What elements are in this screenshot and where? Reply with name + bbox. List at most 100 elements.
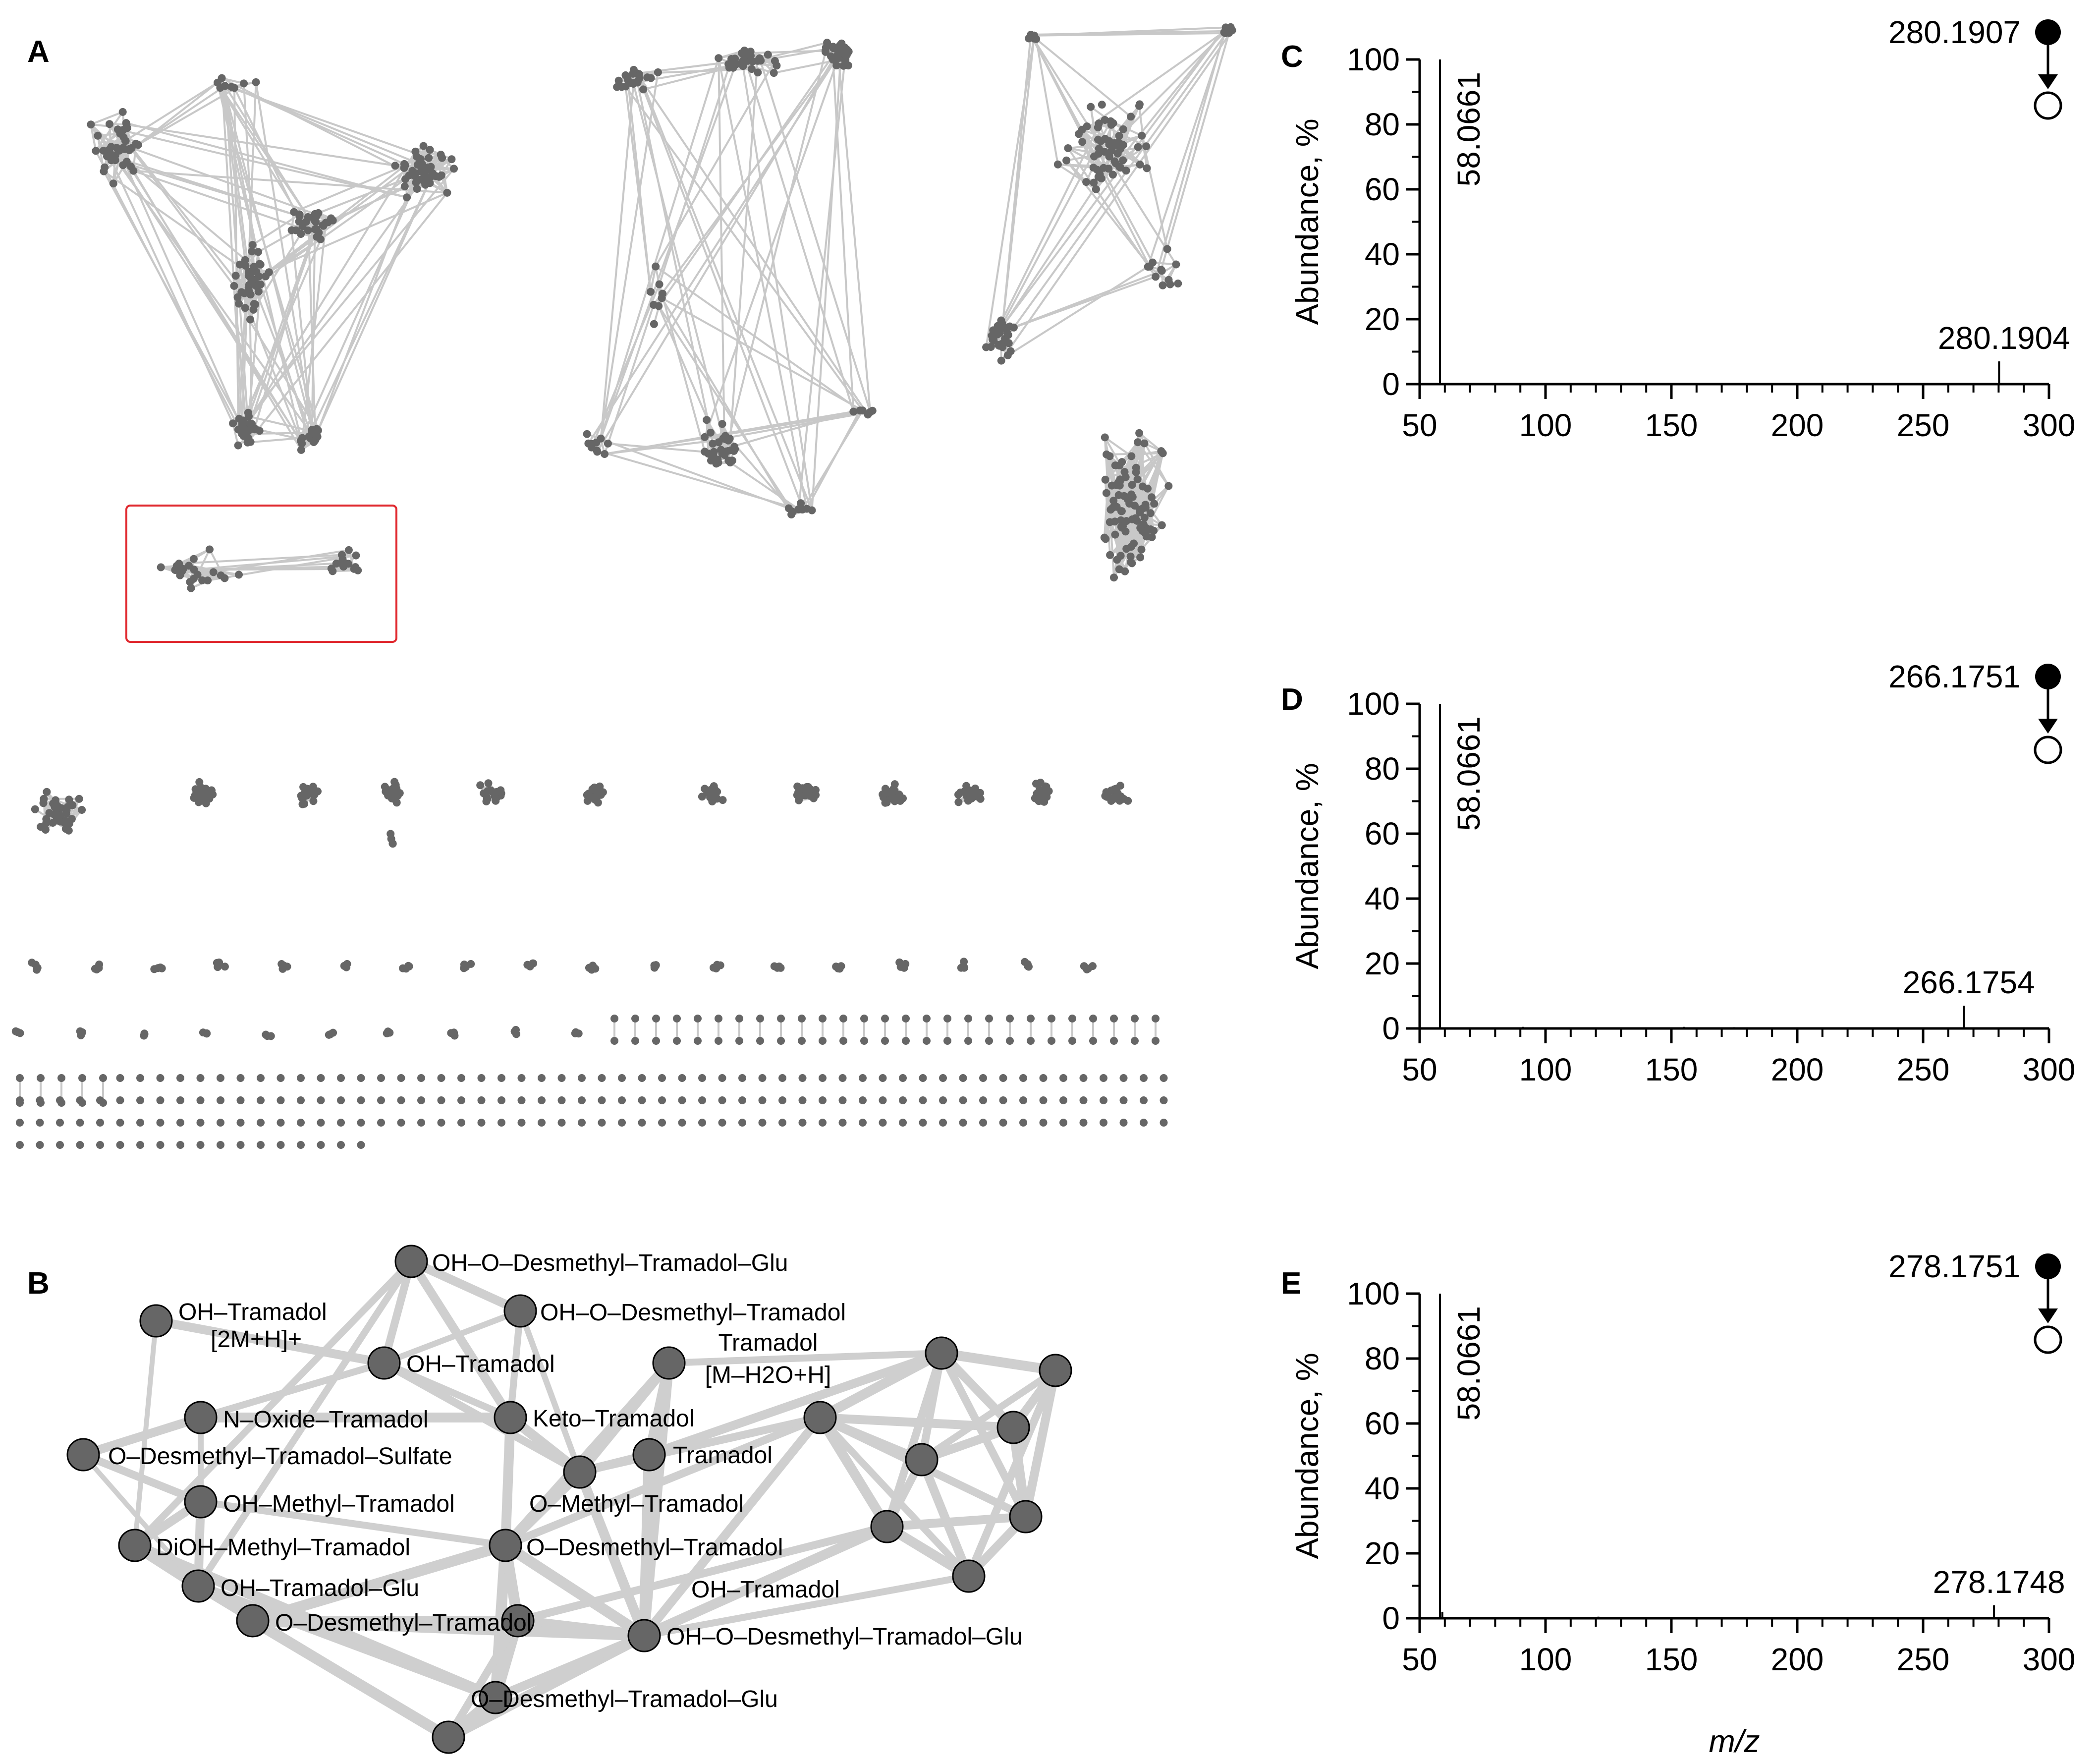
network-node xyxy=(187,584,195,592)
network-edge xyxy=(300,171,422,442)
network-node xyxy=(16,1141,24,1149)
network-node xyxy=(311,225,319,233)
network-edge xyxy=(604,304,655,455)
network-node xyxy=(1115,461,1124,469)
network-edge xyxy=(816,1413,1018,1432)
network-node xyxy=(919,1119,927,1127)
y-tick-label: 0 xyxy=(1382,1600,1400,1636)
network-node xyxy=(450,1031,459,1040)
network-node xyxy=(902,1037,910,1045)
network-node xyxy=(247,280,256,288)
network-node xyxy=(803,1401,837,1434)
network-node xyxy=(305,432,313,441)
node-label: OH–Tramadol xyxy=(691,1577,840,1603)
network-node xyxy=(778,1074,786,1082)
network-node xyxy=(16,1096,24,1104)
network-node xyxy=(367,1346,401,1380)
network-node xyxy=(31,805,39,813)
network-node xyxy=(1135,429,1144,437)
network-node xyxy=(795,796,803,804)
network-node xyxy=(1132,463,1140,472)
network-node xyxy=(819,1096,827,1104)
network-node xyxy=(1106,506,1115,514)
network-node xyxy=(1032,780,1040,788)
network-edge xyxy=(604,409,860,455)
network-node xyxy=(489,1529,522,1562)
network-node xyxy=(116,1119,124,1127)
network-edge xyxy=(661,297,863,412)
y-tick-label: 100 xyxy=(1347,686,1400,722)
network-node xyxy=(999,1074,1007,1082)
network-node xyxy=(879,1096,887,1104)
network-node xyxy=(1039,1354,1072,1387)
network-node xyxy=(1136,161,1144,169)
network-node xyxy=(206,545,214,554)
network-node xyxy=(721,435,730,444)
network-node xyxy=(832,61,841,69)
network-node xyxy=(129,167,138,175)
network-node xyxy=(738,1074,746,1082)
network-node xyxy=(397,1096,405,1104)
network-node xyxy=(1160,1074,1168,1082)
network-node xyxy=(257,1096,265,1104)
network-node xyxy=(209,568,218,576)
network-edge xyxy=(243,83,255,267)
network-node xyxy=(1048,1015,1055,1023)
network-node xyxy=(391,781,400,789)
network-node xyxy=(610,1015,618,1023)
network-node xyxy=(1125,500,1134,508)
network-node xyxy=(233,293,242,301)
network-node xyxy=(747,65,756,73)
network-node xyxy=(122,119,130,127)
fragment-peak-label: 58.0661 xyxy=(1451,716,1487,831)
network-node xyxy=(244,434,252,442)
network-node xyxy=(236,1096,245,1104)
network-node xyxy=(1027,1037,1035,1045)
network-node xyxy=(462,963,470,971)
network-node xyxy=(729,63,737,72)
network-edge xyxy=(380,1257,415,1367)
precursor-mz-label: 266.1751 xyxy=(1888,659,2021,694)
network-edge xyxy=(1067,147,1157,278)
network-node xyxy=(801,791,809,799)
network-node xyxy=(235,570,243,579)
network-node xyxy=(1101,475,1109,484)
network-node xyxy=(632,1438,666,1472)
network-edge xyxy=(293,164,406,213)
network-node xyxy=(758,1096,767,1104)
network-node xyxy=(715,1015,722,1023)
network-edge xyxy=(1147,31,1227,267)
network-node xyxy=(56,1096,64,1104)
network-node xyxy=(1115,132,1123,140)
network-edge xyxy=(1030,34,1154,263)
network-node xyxy=(798,1096,807,1104)
network-node xyxy=(1160,1119,1168,1127)
precursor-peak-label: 278.1748 xyxy=(1933,1564,2065,1600)
network-node xyxy=(297,1141,305,1149)
x-tick-label: 100 xyxy=(1519,1642,1572,1677)
network-edge xyxy=(90,124,97,151)
network-edge xyxy=(244,151,417,427)
network-edge xyxy=(638,73,813,511)
network-node xyxy=(601,450,609,458)
network-edge xyxy=(658,44,842,307)
network-edge xyxy=(308,175,433,437)
network-edge xyxy=(1155,263,1177,278)
network-node xyxy=(1092,185,1100,193)
network-node xyxy=(598,1074,606,1082)
network-node xyxy=(1079,1119,1088,1127)
network-node xyxy=(479,1681,512,1714)
network-node xyxy=(777,1015,785,1023)
network-node xyxy=(250,300,258,308)
arrow-head-icon xyxy=(2038,1308,2058,1323)
network-node xyxy=(447,155,456,164)
node-label: N–Oxide–Tramadol xyxy=(223,1407,428,1433)
product-open-circle-icon xyxy=(2034,1325,2062,1354)
network-node xyxy=(925,1336,958,1370)
network-node xyxy=(839,1037,847,1045)
network-edge xyxy=(1013,26,1232,328)
network-node xyxy=(196,1096,205,1104)
network-node xyxy=(770,69,778,77)
network-node xyxy=(757,57,765,65)
network-edge xyxy=(640,1413,825,1640)
